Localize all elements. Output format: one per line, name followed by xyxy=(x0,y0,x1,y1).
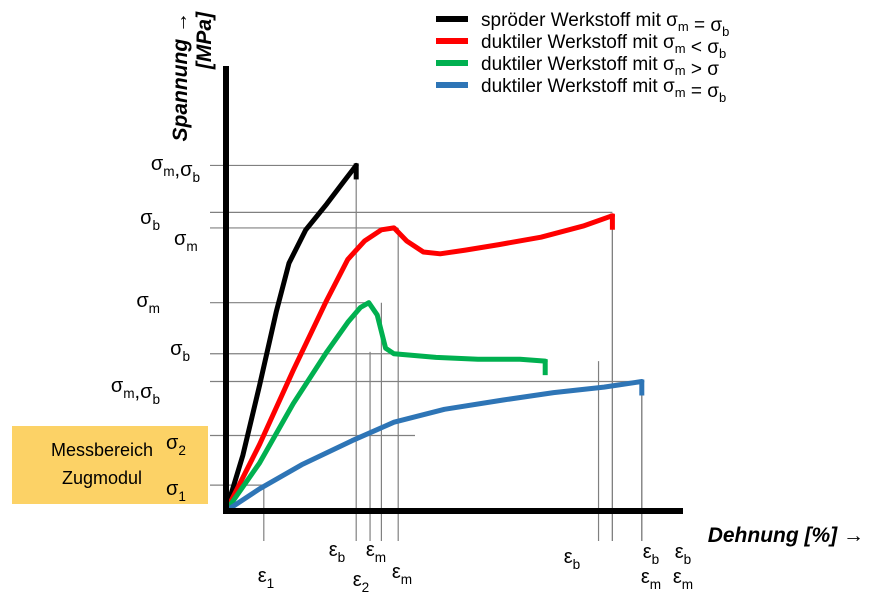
x-marker-label: εb xyxy=(329,539,345,565)
y-marker-label: σ1 xyxy=(166,478,186,504)
series-line-1 xyxy=(223,162,359,514)
x-marker-label: εm xyxy=(366,539,386,565)
series-line-3 xyxy=(223,300,548,514)
x-marker-label: εm xyxy=(673,566,693,592)
y-marker-label: σ2 xyxy=(166,432,186,458)
x-marker-label: εb xyxy=(643,541,659,567)
x-marker-label: εb xyxy=(564,546,580,572)
measurement-range-label: Messbereich xyxy=(50,440,154,460)
y-marker-label: σm xyxy=(136,290,160,316)
y-marker-label: σb xyxy=(170,338,190,364)
curves xyxy=(223,162,645,514)
x-marker-label: εm xyxy=(392,561,412,587)
x-marker-label: ε1 xyxy=(258,565,274,591)
series-line-4 xyxy=(223,379,645,514)
guide-lines xyxy=(210,164,643,541)
legend-entry: duktiler Werkstoff mit σm = σb xyxy=(481,76,726,105)
axes xyxy=(223,66,683,514)
y-marker-label: σm,σb xyxy=(151,153,200,185)
legend-entry: spröder Werkstoff mit σm = σb xyxy=(481,10,729,39)
y-axis-unit: [MPa] xyxy=(193,11,216,70)
y-axis-title: Spannung → xyxy=(169,12,192,142)
legend-entry: duktiler Werkstoff mit σm < σb xyxy=(481,32,726,61)
measurement-range-box: Messbereich Zugmodul xyxy=(12,426,208,504)
x-marker-label: εm xyxy=(641,566,661,592)
legend-entry: duktiler Werkstoff mit σm > σ xyxy=(481,54,719,80)
series-line-2 xyxy=(223,213,615,514)
y-marker-label: σm,σb xyxy=(111,375,160,407)
tensile-modulus-label: Zugmodul xyxy=(61,468,143,488)
x-marker-label: ε2 xyxy=(353,569,369,594)
x-marker-label: εb xyxy=(675,541,691,567)
axis-titles: Dehnung [%] → Spannung → [MPa] xyxy=(169,11,864,547)
x-axis-title: Dehnung [%] → xyxy=(708,524,864,547)
y-marker-label: σm xyxy=(174,228,198,254)
y-marker-label: σb xyxy=(140,207,160,233)
